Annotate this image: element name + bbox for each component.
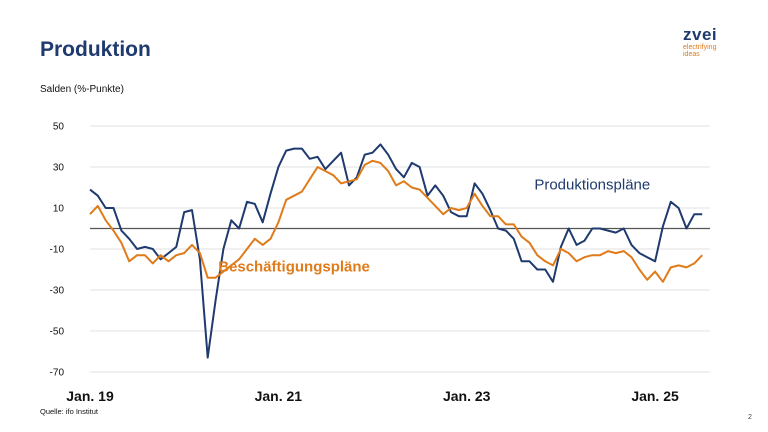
y-tick-label: -70 — [50, 368, 65, 379]
y-tick-label: -10 — [50, 245, 65, 256]
x-tick-label: Jan. 21 — [255, 388, 303, 404]
x-tick-label: Jan. 25 — [631, 388, 679, 404]
y-tick-label: -30 — [50, 286, 65, 297]
x-tick-label: Jan. 23 — [443, 388, 491, 404]
source-note: Quelle: ifo Institut — [40, 407, 98, 416]
series-line-0 — [89, 143, 703, 359]
y-tick-label: -50 — [50, 327, 65, 338]
y-tick-label: 30 — [53, 163, 65, 174]
y-axis-unit-label: Salden (%-Punkte) — [40, 84, 124, 95]
page-number: 2 — [748, 414, 752, 421]
logo-tagline-1: electrifying — [683, 44, 717, 51]
logo-wordmark: zvei — [683, 25, 718, 44]
y-tick-label: 10 — [53, 204, 65, 215]
zvei-logo: zvei electrifying ideas — [683, 25, 718, 59]
y-tick-label: 50 — [53, 122, 65, 133]
series-label: Produktionspläne — [534, 177, 650, 194]
logo-tagline-2: ideas — [683, 51, 700, 58]
x-tick-label: Jan. 19 — [66, 388, 114, 404]
series-label: Beschäftigungspläne — [218, 259, 370, 276]
page-title: Produktion — [40, 38, 151, 61]
series-line-1 — [89, 159, 703, 283]
